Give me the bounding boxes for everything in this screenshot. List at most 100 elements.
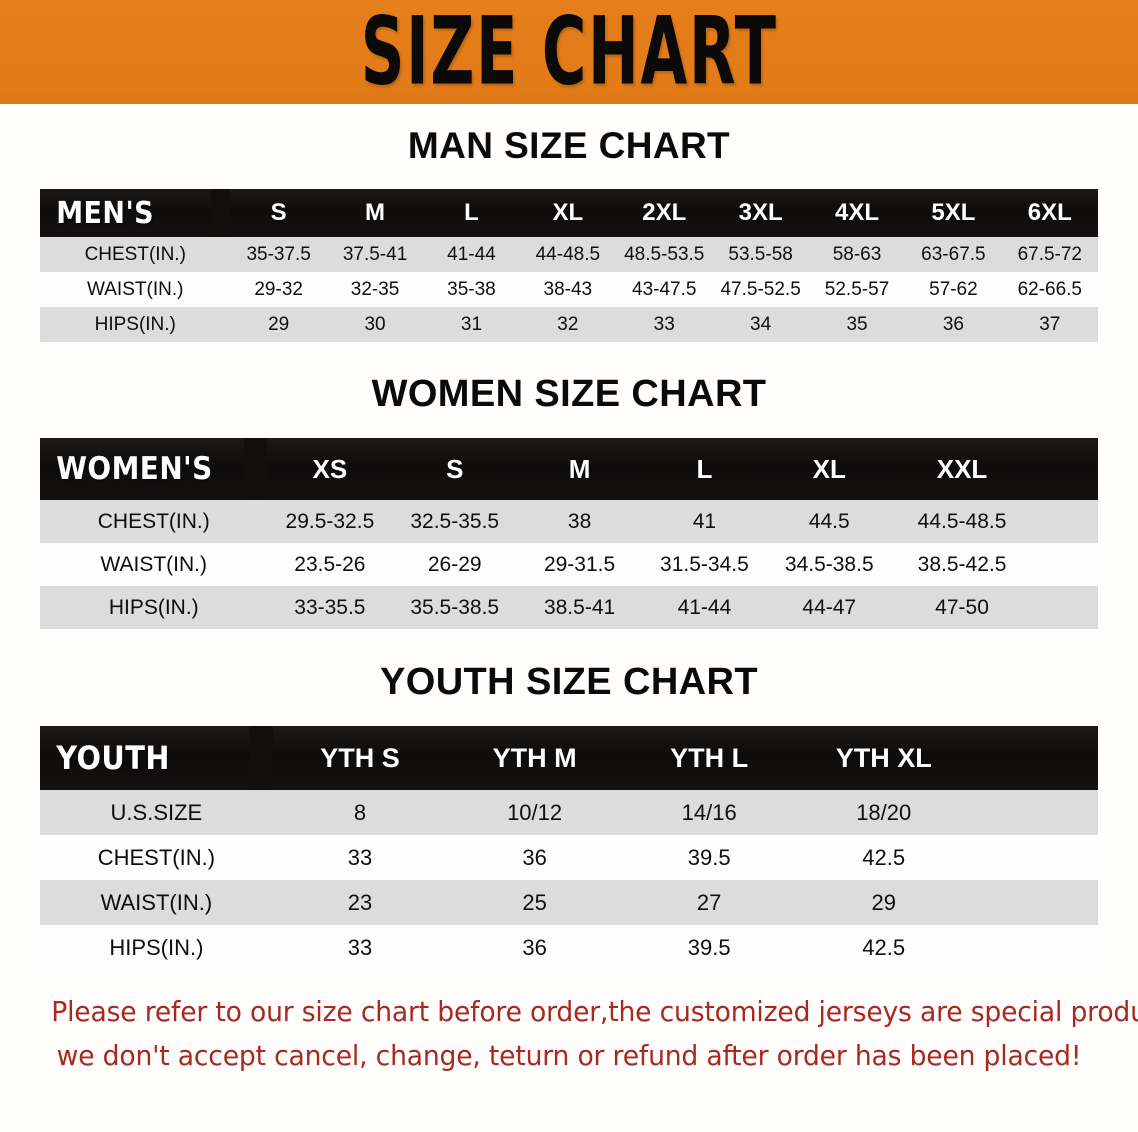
- women-cell-2-0: 33-35.5: [267, 586, 393, 629]
- women-header-spacer: [1032, 438, 1098, 500]
- youth-cell-2-0: 23: [272, 880, 448, 925]
- women-size-col-1: S: [392, 438, 518, 500]
- table-row: WAIST(IN.) 23 25 27 29: [40, 880, 1098, 925]
- women-cell-2-5: 47-50: [891, 586, 1033, 629]
- men-cell-0-2: 41-44: [423, 237, 520, 272]
- men-header-row: MEN'S S M L XL 2XL 3XL 4XL 5XL 6XL: [40, 189, 1098, 237]
- men-cell-2-1: 30: [326, 307, 424, 342]
- men-cell-0-3: 44-48.5: [519, 237, 617, 272]
- men-size-col-5: 3XL: [712, 189, 809, 237]
- women-size-col-3: L: [642, 438, 767, 500]
- men-row-label-header: MEN'S: [40, 189, 212, 237]
- women-row-spacer: [1032, 543, 1098, 586]
- women-cell-2-3: 41-44: [642, 586, 767, 629]
- section-title-men: MAN SIZE CHART: [407, 125, 731, 166]
- men-cell-1-4: 43-47.5: [616, 272, 713, 307]
- youth-size-col-1: YTH M: [447, 726, 622, 790]
- youth-cell-2-1: 25: [447, 880, 622, 925]
- table-row: U.S.SIZE 8 10/12 14/16 18/20: [40, 790, 1098, 835]
- men-size-table: MEN'S S M L XL 2XL 3XL 4XL 5XL 6XL CHEST…: [40, 189, 1098, 342]
- women-table-body: CHEST(IN.) 29.5-32.5 32.5-35.5 38 41 44.…: [40, 500, 1098, 629]
- women-cell-1-4: 34.5-38.5: [766, 543, 892, 586]
- women-cell-1-3: 31.5-34.5: [642, 543, 767, 586]
- men-cell-2-8: 37: [1001, 307, 1098, 342]
- women-cell-1-1: 26-29: [392, 543, 518, 586]
- women-cell-2-4: 44-47: [766, 586, 892, 629]
- youth-cell-2-2: 27: [621, 880, 797, 925]
- men-cell-0-4: 48.5-53.5: [616, 237, 713, 272]
- women-cell-2-1: 35.5-38.5: [392, 586, 518, 629]
- youth-row-spacer: [971, 880, 1098, 925]
- table-row: HIPS(IN.) 29 30 31 32 33 34 35 36 37: [40, 307, 1098, 342]
- women-cell-1-5: 38.5-42.5: [891, 543, 1033, 586]
- women-size-col-4: XL: [766, 438, 892, 500]
- men-size-col-1: M: [326, 189, 424, 237]
- men-cell-1-2: 35-38: [423, 272, 520, 307]
- youth-row-label-3: HIPS(IN.): [40, 925, 273, 970]
- women-row-spacer: [1032, 500, 1098, 543]
- men-cell-0-0: 35-37.5: [230, 237, 327, 272]
- women-cell-0-4: 44.5: [766, 500, 892, 543]
- women-size-col-0: XS: [267, 438, 393, 500]
- men-cell-0-8: 67.5-72: [1001, 237, 1098, 272]
- women-row-label-0: CHEST(IN.): [40, 500, 268, 543]
- women-row-label-2: HIPS(IN.): [40, 586, 268, 629]
- men-cell-2-3: 32: [519, 307, 617, 342]
- women-size-table: WOMEN'S XS S M L XL XXL CHEST(IN.) 29.5-…: [40, 438, 1098, 629]
- youth-cell-0-1: 10/12: [447, 790, 622, 835]
- youth-cell-3-1: 36: [447, 925, 622, 970]
- men-cell-2-0: 29: [230, 307, 327, 342]
- men-cell-1-1: 32-35: [326, 272, 424, 307]
- table-row: CHEST(IN.) 29.5-32.5 32.5-35.5 38 41 44.…: [40, 500, 1098, 543]
- youth-cell-2-3: 29: [796, 880, 971, 925]
- men-cell-0-6: 58-63: [808, 237, 906, 272]
- youth-cell-0-0: 8: [272, 790, 448, 835]
- youth-table-head: YOUTH YTH S YTH M YTH L YTH XL: [40, 726, 1098, 790]
- women-size-col-2: M: [517, 438, 642, 500]
- table-row: HIPS(IN.) 33-35.5 35.5-38.5 38.5-41 41-4…: [40, 586, 1098, 629]
- youth-size-col-3: YTH XL: [796, 726, 971, 790]
- men-cell-1-0: 29-32: [230, 272, 327, 307]
- youth-header-row: YOUTH YTH S YTH M YTH L YTH XL: [40, 726, 1098, 790]
- disclaimer-text: Please refer to our size chart before or…: [51, 990, 1138, 1078]
- table-row: CHEST(IN.) 33 36 39.5 42.5: [40, 835, 1098, 880]
- men-size-col-0: S: [230, 189, 327, 237]
- youth-row-label-2: WAIST(IN.): [40, 880, 273, 925]
- men-cell-0-7: 63-67.5: [905, 237, 1002, 272]
- page-title: SIZE CHART: [360, 0, 778, 104]
- table-row: WAIST(IN.) 29-32 32-35 35-38 38-43 43-47…: [40, 272, 1098, 307]
- men-cell-2-6: 35: [808, 307, 906, 342]
- men-table-body: CHEST(IN.) 35-37.5 37.5-41 41-44 44-48.5…: [40, 237, 1098, 342]
- men-table-head: MEN'S S M L XL 2XL 3XL 4XL 5XL 6XL: [40, 189, 1098, 237]
- youth-size-col-0: YTH S: [272, 726, 448, 790]
- youth-size-col-2: YTH L: [621, 726, 797, 790]
- youth-cell-3-3: 42.5: [796, 925, 971, 970]
- men-cell-1-6: 52.5-57: [808, 272, 906, 307]
- women-header-row: WOMEN'S XS S M L XL XXL: [40, 438, 1098, 500]
- men-cell-0-1: 37.5-41: [326, 237, 424, 272]
- youth-row-label-0: U.S.SIZE: [40, 790, 273, 835]
- table-row: HIPS(IN.) 33 36 39.5 42.5: [40, 925, 1098, 970]
- men-size-col-4: 2XL: [616, 189, 713, 237]
- men-cell-1-8: 62-66.5: [1001, 272, 1098, 307]
- youth-table-body: U.S.SIZE 8 10/12 14/16 18/20 CHEST(IN.) …: [40, 790, 1098, 970]
- men-cell-2-2: 31: [423, 307, 520, 342]
- men-row-label-1: WAIST(IN.): [40, 272, 231, 307]
- youth-cell-0-2: 14/16: [621, 790, 797, 835]
- youth-row-spacer: [971, 835, 1098, 880]
- men-size-col-2: L: [423, 189, 520, 237]
- men-row-label-2: HIPS(IN.): [40, 307, 231, 342]
- men-size-col-3: XL: [519, 189, 617, 237]
- table-row: WAIST(IN.) 23.5-26 26-29 29-31.5 31.5-34…: [40, 543, 1098, 586]
- youth-cell-1-1: 36: [447, 835, 622, 880]
- youth-cell-1-2: 39.5: [621, 835, 797, 880]
- women-cell-0-3: 41: [642, 500, 767, 543]
- men-cell-0-5: 53.5-58: [712, 237, 809, 272]
- women-size-col-5: XXL: [891, 438, 1033, 500]
- men-cell-2-7: 36: [905, 307, 1002, 342]
- table-row: CHEST(IN.) 35-37.5 37.5-41 41-44 44-48.5…: [40, 237, 1098, 272]
- men-cell-1-7: 57-62: [905, 272, 1002, 307]
- youth-row-spacer: [971, 790, 1098, 835]
- youth-cell-1-3: 42.5: [796, 835, 971, 880]
